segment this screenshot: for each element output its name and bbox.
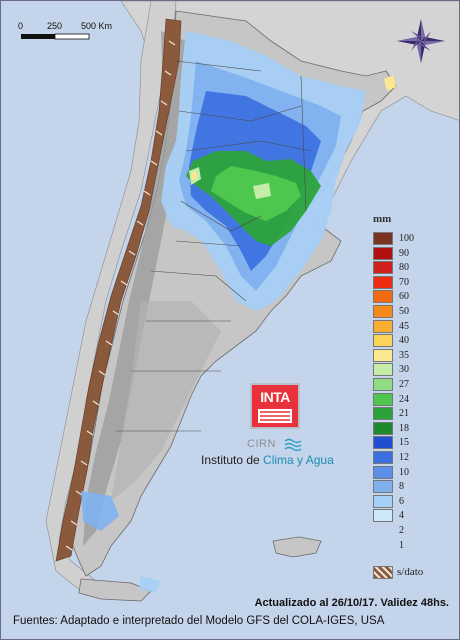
legend-no-data-label: s/dato (397, 566, 424, 578)
tierra-del-fuego (78, 578, 152, 602)
legend-label: 50 (399, 306, 409, 317)
legend-label: 40 (399, 335, 409, 347)
legend-swatch (373, 465, 393, 479)
legend-label: 30 (399, 364, 409, 376)
precip-south-patch (81, 491, 119, 531)
legend-swatch (373, 261, 393, 275)
malvinas-islands (272, 536, 322, 558)
legend-label: 18 (399, 422, 409, 434)
legend-swatch (373, 305, 393, 318)
legend-swatch (373, 480, 393, 494)
legend-label: 15 (399, 437, 409, 449)
scale-label-500: 500 Km (81, 21, 113, 31)
inta-waves-icon (258, 409, 292, 423)
legend-swatch (373, 290, 393, 304)
inta-logo: INTA (250, 383, 300, 429)
legend-swatch (373, 319, 393, 333)
legend-swatch (373, 363, 393, 377)
legend-unit: mm (373, 213, 392, 225)
legend-swatch (373, 451, 393, 464)
legend-label: 70 (399, 276, 409, 288)
precip-south-patch-2 (139, 576, 161, 593)
legend-label: 8 (399, 481, 404, 493)
patagonia-relief (111, 301, 221, 501)
legend-label: 12 (399, 452, 409, 463)
legend-swatch (373, 275, 393, 289)
legend-swatch (373, 494, 393, 508)
compass-rose-icon (397, 19, 445, 63)
legend-no-data-swatch (373, 566, 393, 579)
institute-prefix: Instituto de (201, 453, 264, 467)
legend-swatch (373, 232, 393, 245)
legend-swatch (373, 392, 393, 406)
scale-bar-white (54, 33, 90, 40)
update-note: Actualizado al 26/10/17. Validez 48hs. (254, 597, 449, 609)
legend-label: 21 (399, 408, 409, 420)
legend-label: 35 (399, 349, 409, 361)
legend-label: 45 (399, 320, 409, 332)
institute-highlight: Clima y Agua (263, 453, 334, 467)
legend-label: 10 (399, 466, 409, 478)
legend-label: 4 (399, 510, 404, 522)
legend-label: 80 (399, 262, 409, 274)
province-borders (116, 60, 312, 432)
legend-label: 1 (399, 539, 404, 551)
legend-swatch (373, 378, 393, 391)
scale-label-0: 0 (18, 21, 24, 31)
legend-label: 100 (399, 233, 414, 244)
legend-label: 6 (399, 495, 404, 507)
no-data-hatching (65, 40, 176, 551)
andes-relief (83, 31, 191, 546)
inta-logo-text: INTA (260, 389, 290, 405)
cirn-logo-text: CIRN (247, 438, 276, 450)
precip-24mm (189, 167, 271, 199)
legend-swatch (373, 436, 393, 450)
scale-label-250: 250 (47, 21, 63, 31)
legend-swatch (373, 509, 393, 523)
institute-name: Instituto de Clima y Agua (201, 453, 334, 467)
no-data-strip (55, 18, 182, 562)
legend-swatch (373, 246, 393, 260)
scale-bar-black-1 (21, 34, 55, 39)
legend-swatch (373, 407, 393, 421)
legend-swatch (373, 348, 393, 362)
legend-label: 90 (399, 247, 409, 259)
legend-label: 24 (399, 393, 409, 405)
legend-label: 60 (399, 291, 409, 303)
legend-label: 27 (399, 379, 409, 390)
cirn-waves-icon (284, 438, 302, 451)
sources-note: Fuentes: Adaptado e interpretado del Mod… (13, 615, 385, 627)
legend-swatch (373, 334, 393, 348)
legend-swatch (373, 421, 393, 435)
legend-label: 2 (399, 525, 404, 536)
